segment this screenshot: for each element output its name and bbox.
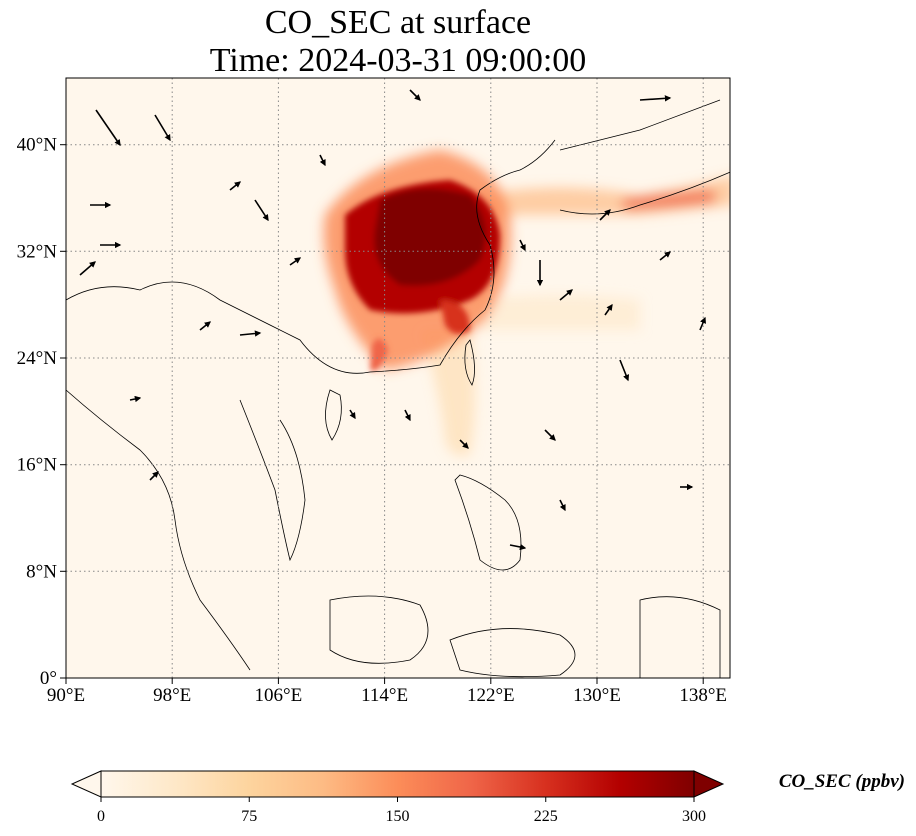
lat-tick-label: 0°: [40, 668, 57, 689]
axis-tick-marks: [60, 144, 704, 684]
colorbar: 0 75 150 225 300 CO_SEC (ppbv): [70, 770, 905, 825]
lat-tick-label: 24°N: [17, 348, 58, 369]
lon-tick-label: 90°E: [47, 685, 85, 706]
coastlines: [66, 99, 730, 678]
colorbar-tick-label: 225: [534, 808, 558, 825]
map-title: CO_SEC at surface: [264, 4, 532, 41]
colorbar-extend-max: [693, 770, 725, 798]
lon-tick-label: 138°E: [679, 685, 727, 706]
colorbar-tick-label: 300: [682, 808, 706, 825]
colorbar-extend-min: [70, 770, 102, 798]
lon-tick-label: 98°E: [153, 685, 191, 706]
colorbar-tick-label: 150: [386, 808, 410, 825]
lon-tick-label: 114°E: [361, 685, 408, 706]
map-frame: [65, 77, 731, 679]
colorbar-gradient: [100, 770, 695, 798]
gridlines: [66, 78, 730, 678]
lon-tick-label: 106°E: [255, 685, 303, 706]
lat-tick-label: 16°N: [17, 455, 58, 476]
colorbar-title: CO_SEC (ppbv): [779, 771, 905, 792]
map-time-subtitle: Time: 2024-03-31 09:00:00: [209, 42, 587, 79]
lat-tick-label: 40°N: [17, 135, 58, 156]
colorbar-tick-label: 75: [241, 808, 257, 825]
colorbar-tick-label: 0: [97, 808, 105, 825]
lat-tick-label: 8°N: [26, 561, 57, 582]
wind-vectors: [79, 89, 706, 551]
lon-tick-label: 130°E: [573, 685, 621, 706]
lon-tick-label: 122°E: [467, 685, 515, 706]
lat-tick-label: 32°N: [17, 241, 58, 262]
